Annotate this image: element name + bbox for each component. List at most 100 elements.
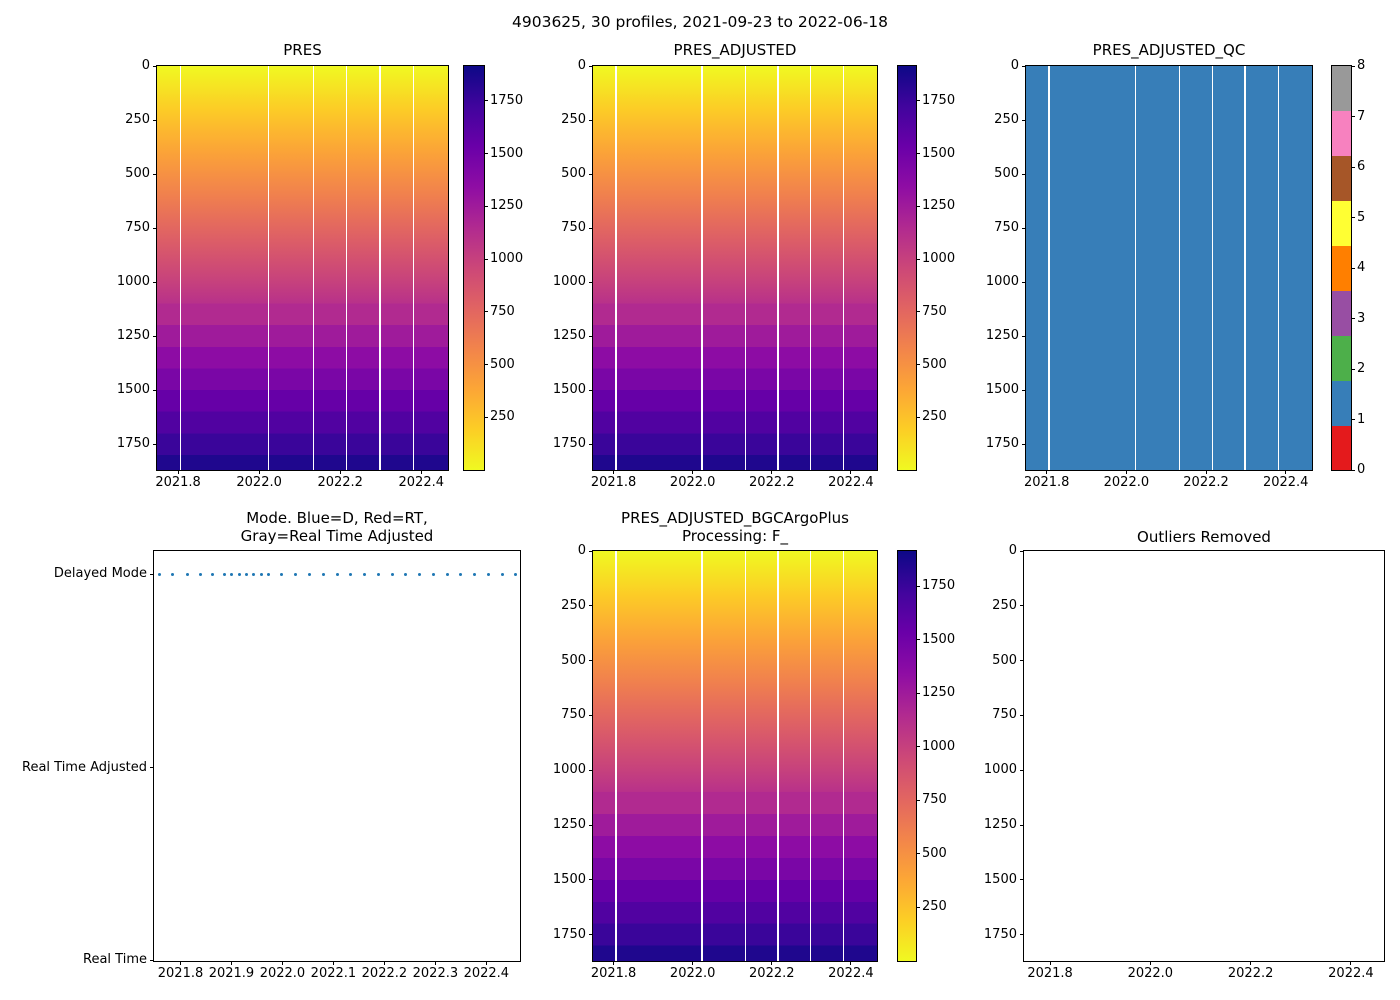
profile-gap-line bbox=[842, 551, 845, 961]
y-tick-mark bbox=[589, 119, 593, 121]
colorbar-tick-label: 6 bbox=[1357, 159, 1366, 174]
profile-gap-line bbox=[744, 66, 747, 470]
colorbar-tick-mark bbox=[1351, 166, 1355, 168]
bgc-processing-heatmap: 0 250 500 750 1000 1250 1500 1750 2021.8 2022.0 20… bbox=[553, 543, 878, 981]
colorbar-segment bbox=[1332, 335, 1351, 381]
y-tick-mark bbox=[589, 934, 593, 936]
y-tick-mark bbox=[1020, 769, 1024, 771]
y-tick-label: 1250 bbox=[552, 328, 586, 344]
y-tick-label: 250 bbox=[992, 597, 1017, 613]
mode-dot bbox=[335, 572, 339, 576]
y-tick-mark bbox=[153, 335, 157, 337]
y-tick-mark bbox=[153, 119, 157, 121]
colorbar-tick-label: 1750 bbox=[490, 92, 524, 108]
figure-title: 4903625, 30 profiles, 2021-09-23 to 2022… bbox=[512, 13, 888, 31]
mode-dot bbox=[198, 572, 202, 576]
x-tick-mark bbox=[613, 961, 615, 965]
y-tick-label: 250 bbox=[561, 597, 586, 613]
y-tick-mark bbox=[589, 714, 593, 716]
x-tick-label: 2022.2 bbox=[317, 475, 363, 490]
y-tick-label: 250 bbox=[125, 112, 150, 127]
panel-title-mode-line2: Gray=Real Time Adjusted bbox=[240, 527, 434, 545]
mode-dot bbox=[307, 572, 311, 576]
x-tick-mark bbox=[434, 961, 436, 965]
x-tick-label: 2022.4 bbox=[1262, 475, 1309, 490]
x-tick-mark bbox=[339, 470, 341, 474]
outliers-removed-plot: 0 250 500 750 1000 1250 1500 1750 2021.8 2022.0 20… bbox=[984, 543, 1385, 981]
y-tick-label: 1000 bbox=[116, 274, 150, 290]
profile-gap-line bbox=[744, 551, 747, 961]
colorbar-tick-label: 7 bbox=[1357, 108, 1366, 124]
y-tick-mark bbox=[1020, 605, 1024, 607]
colorbar-tick-label: 750 bbox=[922, 303, 947, 319]
profile-gap-line bbox=[1178, 66, 1181, 470]
mode-dot bbox=[244, 572, 248, 576]
mode-dot bbox=[170, 572, 174, 576]
y-tick-label: 0 bbox=[577, 543, 586, 558]
colorbar-tick-mark bbox=[1351, 65, 1355, 67]
y-tick-mark bbox=[589, 660, 593, 662]
mode-dot bbox=[431, 572, 435, 576]
mode-dot bbox=[418, 572, 422, 576]
x-tick-mark bbox=[1046, 470, 1048, 474]
x-tick-label: 2022.2 bbox=[749, 475, 795, 490]
colorbar-tick-label: 1 bbox=[1357, 411, 1366, 427]
mode-dot bbox=[294, 572, 298, 576]
x-tick-mark bbox=[771, 961, 773, 965]
colorbar-tick-mark bbox=[916, 853, 920, 855]
y-tick-mark bbox=[589, 879, 593, 881]
colorbar-tick-mark bbox=[916, 585, 920, 587]
colorbar-tick-label: 0 bbox=[1357, 462, 1366, 477]
x-tick-mark bbox=[1125, 470, 1127, 474]
x-tick-mark bbox=[1205, 470, 1207, 474]
profile-gap-line bbox=[809, 551, 812, 961]
colorbar-tick-label: 500 bbox=[922, 356, 947, 372]
mode-dot bbox=[473, 572, 477, 576]
profile-gap-line bbox=[615, 551, 617, 961]
colorbar-tick-mark bbox=[916, 258, 920, 260]
x-tick-label: 2021.8 bbox=[590, 475, 637, 490]
profile-gap-line bbox=[842, 66, 845, 470]
y-tick-label: 500 bbox=[992, 652, 1017, 668]
y-tick-label: 1500 bbox=[985, 382, 1019, 398]
y-tick-mark bbox=[1022, 173, 1026, 175]
x-tick-label: 2022.1 bbox=[310, 966, 357, 981]
x-tick-mark bbox=[177, 470, 179, 474]
y-tick-label: 500 bbox=[125, 166, 150, 182]
colorbar-tick-mark bbox=[916, 639, 920, 641]
x-tick-label: 2022.4 bbox=[398, 475, 445, 490]
x-tick-mark bbox=[258, 470, 260, 474]
profile-gap-line bbox=[312, 66, 315, 470]
y-tick-label: 0 bbox=[141, 58, 150, 73]
colorbar-gradient bbox=[464, 66, 484, 470]
mode-scatter-plot: Delayed Mode Real Time Adjusted Real Time 2… bbox=[22, 550, 521, 981]
x-tick-label: 2021.8 bbox=[1027, 966, 1073, 981]
colorbar-tick-mark bbox=[916, 311, 920, 313]
y-tick-mark bbox=[1020, 934, 1024, 936]
mode-dot bbox=[222, 572, 226, 576]
mode-dot bbox=[376, 572, 380, 576]
x-tick-label: 2022.0 bbox=[669, 966, 716, 981]
y-tick-label: 1000 bbox=[552, 274, 586, 290]
y-tick-mark bbox=[1022, 227, 1026, 229]
colorbar-tick-mark bbox=[1351, 318, 1355, 319]
x-tick-mark bbox=[1285, 470, 1287, 474]
panel-title-pres-adjusted-qc: PRES_ADJUSTED_QC bbox=[1092, 41, 1246, 59]
mode-dot bbox=[157, 572, 161, 576]
colorbar-tick-label: 3 bbox=[1357, 310, 1366, 326]
y-tick-mark bbox=[589, 550, 593, 552]
y-tick-label: 1500 bbox=[552, 382, 586, 398]
colorbar-tick-label: 750 bbox=[922, 792, 947, 808]
x-tick-mark bbox=[613, 470, 615, 474]
y-tick-label: 750 bbox=[992, 707, 1017, 723]
y-tick-mark bbox=[1020, 879, 1024, 881]
panel-title-mode-line1: Mode. Blue=D, Red=RT, bbox=[246, 509, 428, 527]
mode-dot bbox=[363, 572, 367, 576]
x-tick-label: 2022.0 bbox=[669, 475, 716, 490]
colorbar-tick-label: 1250 bbox=[490, 198, 524, 214]
profile-gap-line bbox=[412, 66, 415, 470]
category-tick-label: Real Time Adjusted bbox=[22, 759, 147, 775]
x-tick-mark bbox=[771, 470, 773, 474]
colorbar-segment bbox=[1332, 245, 1351, 291]
mode-dot bbox=[459, 572, 463, 576]
